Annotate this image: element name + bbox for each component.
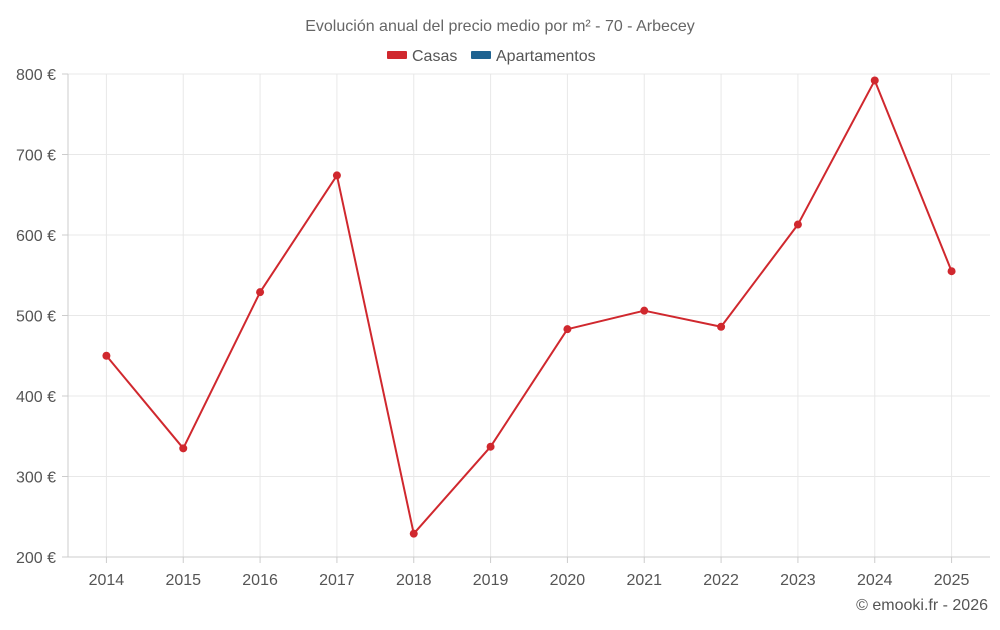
y-tick-label: 200 € (16, 550, 56, 567)
credit-text: © emooki.fr - 2026 (856, 597, 988, 614)
legend-label-apartamentos: Apartamentos (496, 48, 596, 65)
x-tick-label: 2014 (89, 572, 125, 589)
data-point-casas-2018[interactable] (409, 529, 418, 538)
y-tick-label: 400 € (16, 389, 56, 406)
data-point-casas-2015[interactable] (179, 444, 188, 453)
grid (68, 73, 990, 558)
series-layer (102, 76, 956, 538)
legend-swatch-casas (387, 51, 407, 59)
series-line-casas (105, 79, 953, 535)
y-tick-label: 500 € (16, 309, 56, 326)
data-point-casas-2022[interactable] (717, 322, 726, 331)
data-point-casas-2020[interactable] (563, 325, 572, 334)
legend-item-casas[interactable]: Casas (387, 48, 457, 65)
y-tick-label: 300 € (16, 470, 56, 487)
x-tick-label: 2016 (242, 572, 278, 589)
data-point-casas-2021[interactable] (640, 306, 649, 315)
data-point-casas-2019[interactable] (486, 442, 495, 451)
data-point-casas-2014[interactable] (102, 351, 111, 360)
x-tick-label: 2020 (550, 572, 586, 589)
axes: 200 € 300 € 400 € 500 € 600 € 700 € 800 € 2014 2… (16, 67, 990, 589)
x-tick-label: 2017 (319, 572, 355, 589)
x-tick-label: 2018 (396, 572, 432, 589)
y-tick-label: 600 € (16, 228, 56, 245)
legend-label-casas: Casas (412, 48, 457, 65)
x-tick-label: 2019 (473, 572, 509, 589)
x-tick-label: 2024 (857, 572, 893, 589)
legend: Casas Apartamentos (387, 48, 596, 65)
legend-item-apartamentos[interactable]: Apartamentos (471, 48, 596, 65)
data-point-casas-2016[interactable] (256, 288, 265, 297)
x-tick-label: 2021 (626, 572, 662, 589)
data-point-casas-2017[interactable] (332, 171, 341, 180)
x-tick-label: 2015 (165, 572, 201, 589)
x-tick-label: 2023 (780, 572, 816, 589)
y-tick-label: 800 € (16, 67, 56, 84)
x-tick-label: 2025 (934, 572, 970, 589)
data-point-casas-2025[interactable] (947, 267, 956, 276)
legend-swatch-apartamentos (471, 51, 491, 59)
data-point-casas-2023[interactable] (793, 220, 802, 229)
y-tick-label: 700 € (16, 148, 56, 165)
data-point-casas-2024[interactable] (870, 76, 879, 85)
x-tick-label: 2022 (703, 572, 739, 589)
chart-title: Evolución anual del precio medio por m² … (305, 18, 695, 35)
